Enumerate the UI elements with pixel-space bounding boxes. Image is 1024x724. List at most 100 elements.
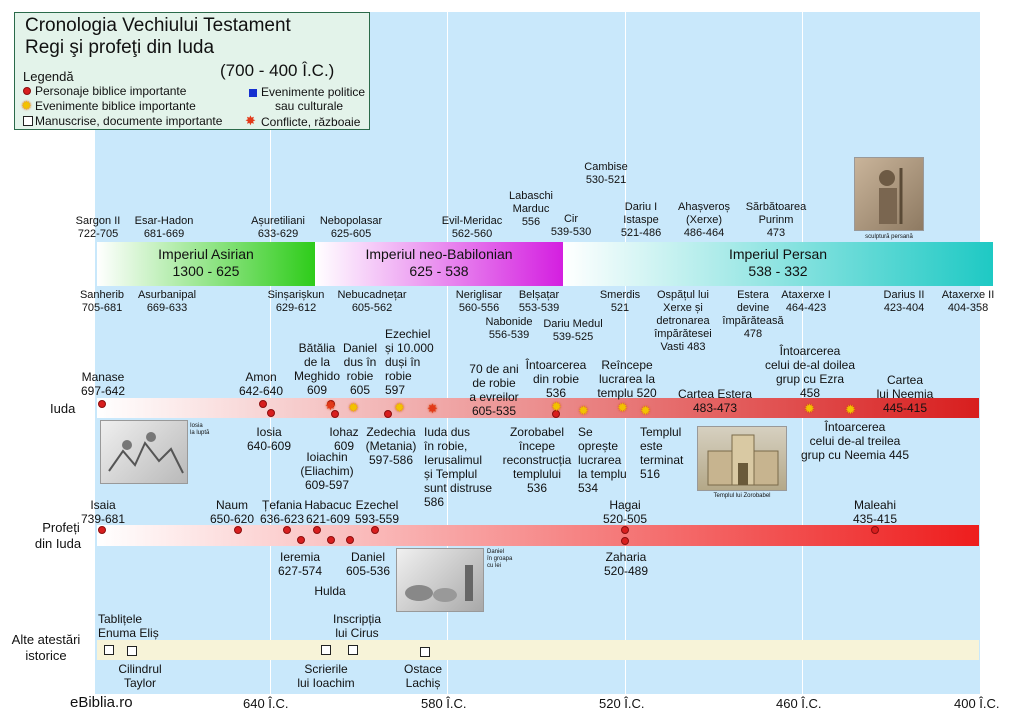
- row-label-profeti-1: Profeți: [42, 520, 80, 535]
- iuda-event-below: Iohaz 609: [329, 425, 359, 453]
- ruler-below: Ataxerxe II 404-358: [941, 289, 995, 314]
- prophets-bar: [97, 525, 979, 546]
- person-marker: [384, 410, 392, 418]
- iosia-caption: Iosia la luptă: [190, 423, 210, 436]
- prophet: Maleahi 435-415: [852, 498, 898, 526]
- person-marker: [621, 537, 629, 545]
- person-marker: [621, 526, 629, 534]
- date-range: (700 - 400 Î.C.): [220, 61, 335, 80]
- empire-babilonian-dates: 625 - 538: [409, 263, 469, 279]
- manuscript-marker: [348, 645, 358, 655]
- ruler-below: Nebucadnețar 605-562: [337, 289, 407, 314]
- iuda-event-below: Ioiachin (Eliachim) 609-597: [300, 450, 354, 492]
- legend-heading: Legendă: [23, 69, 74, 84]
- ruler-above: Sargon II 722-705: [75, 215, 121, 240]
- iuda-event: Reîncepe lucrarea la templu 520: [597, 358, 657, 400]
- empire-asirian-dates: 1300 - 625: [172, 263, 240, 279]
- iosia-battle-image: [100, 420, 188, 484]
- legend-event-icon: ✹: [21, 98, 32, 113]
- daniel-lions-image: [396, 548, 484, 612]
- legend-political-1: Evenimente politice: [261, 85, 366, 99]
- ruler-below: Smerdis 521: [599, 289, 641, 314]
- empire-babilonian-name: Imperiul neo-Babilonian: [365, 246, 513, 262]
- ruler-above: Nebopolasar 625-605: [319, 215, 383, 240]
- page-subtitle: Regi şi profeţi din Iuda: [25, 37, 215, 58]
- other-attestation-below: Scrierile lui Ioachim: [297, 662, 355, 690]
- iuda-event-below: Se oprește lucrarea la templu 534: [578, 425, 627, 495]
- axis-label-640: 640 Î.C.: [243, 696, 289, 711]
- iuda-event-below: Zorobabel începe reconstrucția templului 536: [502, 425, 572, 495]
- event-marker: ✹: [348, 400, 359, 415]
- axis-label-460: 460 Î.C.: [776, 696, 822, 711]
- empire-babilonian: Imperiul neo-Babilonian 625 - 538: [315, 242, 563, 286]
- ruler-above: Evil-Meridac 562-560: [441, 215, 503, 240]
- person-marker: [331, 410, 339, 418]
- empire-asirian: Imperiul Asirian 1300 - 625: [97, 242, 315, 286]
- daniel-caption: Daniel în groapa cu lei: [487, 549, 513, 569]
- ruler-below: Dariu Medul 539-525: [543, 318, 603, 343]
- prophet-below: Zaharia 520-489: [603, 550, 649, 578]
- iuda-event: Amon 642-640: [238, 370, 284, 398]
- ruler-above: Sărbătoarea Purinm 473: [745, 201, 807, 239]
- prophet: Țefania 636-623: [259, 498, 305, 526]
- prophet-below: Hulda: [314, 584, 346, 598]
- ruler-below: Estera devine împărăteasă 478: [722, 289, 784, 340]
- event-marker: ✹: [578, 403, 589, 418]
- row-label-profeti-2: din Iuda: [34, 536, 82, 551]
- person-marker: [371, 526, 379, 534]
- axis-label-520: 520 Î.C.: [599, 696, 645, 711]
- iuda-event: Cartea Estera 483-473: [677, 387, 753, 415]
- legend-manuscripts: Manuscrise, documente importante: [35, 114, 223, 128]
- gridline-520: [625, 12, 626, 694]
- ruler-above: Ahașveroș (Xerxe) 486-464: [678, 201, 730, 239]
- ruler-below: Belșațar 553-539: [518, 289, 560, 314]
- person-marker: [234, 526, 242, 534]
- ruler-below: Asurbanipal 669-633: [137, 289, 197, 314]
- ruler-above: Dariu I Istaspe 521-486: [620, 201, 662, 239]
- legend-political-icon: [249, 89, 257, 97]
- axis-label-580: 580 Î.C.: [421, 696, 467, 711]
- ruler-above: Labaschi Marduc 556: [508, 190, 554, 228]
- row-label-iuda: Iuda: [50, 401, 76, 416]
- ruler-below: Neriglisar 560-556: [455, 289, 503, 314]
- person-marker: [267, 409, 275, 417]
- legend-box: Cronologia Vechiului Testament Regi şi p…: [14, 12, 370, 130]
- temple-sketch: [707, 434, 779, 486]
- prophet: Habacuc 621-609: [304, 498, 352, 526]
- ruler-below: Ospățul lui Xerxe și detronarea împărătesei…: [654, 289, 712, 353]
- prophet-below: Daniel 605-536: [345, 550, 391, 578]
- event-marker: ✹: [617, 400, 628, 415]
- event-marker: ✹: [804, 401, 815, 416]
- legend-conflict-icon: ✸: [245, 113, 256, 128]
- person-marker: [98, 400, 106, 408]
- page-title: Cronologia Vechiului Testament: [25, 15, 291, 36]
- battle-sketch: [108, 432, 184, 474]
- person-marker: [259, 400, 267, 408]
- conflict-marker: ✸: [325, 398, 336, 413]
- iuda-event: 70 de ani de robie a evreilor 605-535: [469, 362, 519, 418]
- prophet-below: Ieremia 627-574: [277, 550, 323, 578]
- ruler-above: Esar-Hadon 681-669: [134, 215, 194, 240]
- gridline-640: [270, 12, 271, 694]
- temple-caption: Templul lui Zorobabel: [713, 493, 771, 499]
- other-attestation-below: Cilindrul Taylor: [118, 662, 162, 690]
- iuda-event-below: Zedechia (Metania) 597-586: [365, 425, 417, 467]
- brand-label: eBiblia.ro: [70, 694, 133, 711]
- person-marker: [313, 526, 321, 534]
- iuda-event: Întoarcerea din robie 536: [525, 358, 587, 400]
- axis-label-400: 400 Î.C.: [954, 696, 1000, 711]
- legend-political-2: sau culturale: [275, 99, 344, 113]
- ruler-above: Cambise 530-521: [584, 161, 628, 186]
- legend-conflicts: Conflicte, războaie: [261, 115, 361, 129]
- sculpture-sketch: [879, 168, 903, 224]
- other-attestation-below: Ostace Lachiș: [403, 662, 442, 690]
- gridline-460: [802, 12, 803, 694]
- prophet: Ezechel 593-559: [354, 498, 400, 526]
- iuda-event: Întoarcerea celui de-al doilea grup cu Ezr…: [764, 344, 856, 400]
- ruler-above: Așuretiliani 633-629: [251, 215, 305, 240]
- ruler-below: Sanherib 705-681: [79, 289, 125, 314]
- iuda-event: Cartea lui Neemia 445-415: [876, 373, 934, 415]
- other-attestation: Tablițele Enuma Eliș: [98, 612, 159, 640]
- person-marker: [552, 410, 560, 418]
